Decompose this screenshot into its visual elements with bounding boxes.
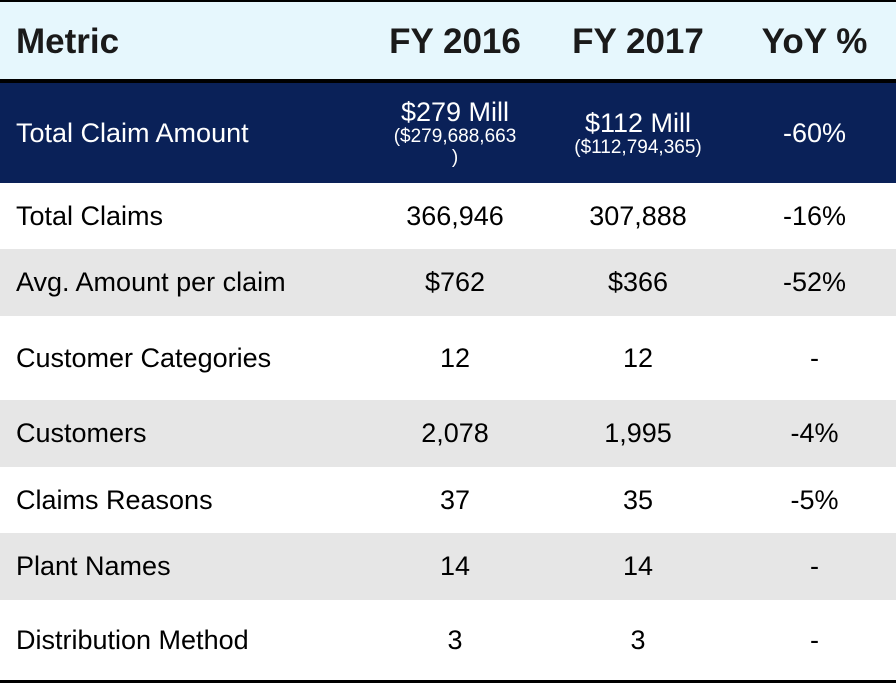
row-yoy: - xyxy=(810,342,819,373)
row-yoy: -52% xyxy=(782,267,847,297)
cell-metric: Total Claim Amount xyxy=(16,83,249,183)
row-fy2017: 3 xyxy=(630,624,646,655)
header-fy2017-cell: FY 2017 xyxy=(548,2,728,82)
cell-metric: Customers xyxy=(16,400,147,467)
row-metric: Distribution Method xyxy=(16,624,249,655)
table-row: Avg. Amount per claim $762 $366 -52% xyxy=(0,249,896,316)
row-fy2016: 2,078 xyxy=(421,418,489,448)
row-fy2016: $762 xyxy=(424,267,486,297)
cell-metric: Avg. Amount per claim xyxy=(16,249,286,316)
cell-fy2017: 14 xyxy=(548,533,728,600)
cell-yoy: - xyxy=(733,533,896,600)
header-fy2016-cell: FY 2016 xyxy=(365,2,545,82)
highlight-fy2017-detail: ($112,794,365) xyxy=(574,136,702,158)
header-metric-cell: Metric xyxy=(16,2,119,82)
table-header-row: Metric FY 2016 FY 2017 YoY % xyxy=(0,0,896,82)
cell-fy2016: 14 xyxy=(365,533,545,600)
highlight-fy2016-main: $279 Mill xyxy=(400,97,510,127)
row-fy2017: 307,888 xyxy=(589,200,687,231)
cell-fy2017: 12 xyxy=(548,316,728,400)
row-fy2017: 12 xyxy=(622,342,654,373)
cell-fy2016: 366,946 xyxy=(365,183,545,249)
table-row: Customer Categories 12 12 - xyxy=(0,316,896,400)
cell-yoy: -60% xyxy=(733,83,896,183)
cell-fy2017: 1,995 xyxy=(548,400,728,467)
row-fy2017: 35 xyxy=(622,484,654,515)
row-fy2017: $366 xyxy=(607,267,669,297)
row-fy2016: 37 xyxy=(439,484,471,515)
table-row: Claims Reasons 37 35 -5% xyxy=(0,467,896,533)
row-yoy: - xyxy=(810,551,819,581)
cell-yoy: -5% xyxy=(733,467,896,533)
cell-metric: Plant Names xyxy=(16,533,171,600)
cell-yoy: - xyxy=(733,600,896,680)
cell-yoy: -52% xyxy=(733,249,896,316)
header-yoy: YoY % xyxy=(761,22,868,61)
cell-metric: Distribution Method xyxy=(16,600,249,680)
row-yoy: -4% xyxy=(790,418,839,448)
row-fy2017: 14 xyxy=(622,551,654,581)
table-row-highlight: Total Claim Amount $279 Mill ($279,688,6… xyxy=(0,83,896,183)
header-fy2016: FY 2016 xyxy=(389,22,521,61)
row-fy2017: 1,995 xyxy=(604,418,672,448)
table-row: Customers 2,078 1,995 -4% xyxy=(0,400,896,467)
row-yoy: - xyxy=(810,624,819,655)
cell-fy2017: 3 xyxy=(548,600,728,680)
row-yoy: -5% xyxy=(790,484,839,515)
row-metric: Total Claims xyxy=(16,200,164,231)
row-metric: Claims Reasons xyxy=(16,484,213,515)
header-yoy-cell: YoY % xyxy=(733,2,896,82)
highlight-metric: Total Claim Amount xyxy=(16,117,249,148)
header-metric: Metric xyxy=(16,22,120,61)
table-row: Total Claims 366,946 307,888 -16% xyxy=(0,183,896,249)
cell-fy2016: 12 xyxy=(365,316,545,400)
header-fy2017: FY 2017 xyxy=(572,22,704,61)
row-metric: Avg. Amount per claim xyxy=(16,267,286,297)
cell-metric: Claims Reasons xyxy=(16,467,213,533)
cell-yoy: -16% xyxy=(733,183,896,249)
row-fy2016: 366,946 xyxy=(406,200,504,231)
cell-fy2016: 3 xyxy=(365,600,545,680)
cell-fy2016: 2,078 xyxy=(365,400,545,467)
cell-fy2017: 35 xyxy=(548,467,728,533)
cell-fy2016: $762 xyxy=(365,249,545,316)
highlight-yoy: -60% xyxy=(782,117,847,148)
row-fy2016: 3 xyxy=(447,624,463,655)
cell-yoy: - xyxy=(733,316,896,400)
row-fy2016: 12 xyxy=(439,342,471,373)
cell-yoy: -4% xyxy=(733,400,896,467)
row-metric: Customers xyxy=(16,418,147,448)
row-yoy: -16% xyxy=(782,200,847,231)
header-divider xyxy=(0,79,896,83)
highlight-fy2016-detail-end: ) xyxy=(451,147,459,168)
cell-fy2016: 37 xyxy=(365,467,545,533)
cell-fy2017: $366 xyxy=(548,249,728,316)
highlight-fy2017-main: $112 Mill xyxy=(584,107,692,138)
table-row: Distribution Method 3 3 - xyxy=(0,600,896,680)
cell-fy2017: 307,888 xyxy=(548,183,728,249)
cell-fy2017: $112 Mill ($112,794,365) xyxy=(548,83,728,183)
row-metric: Plant Names xyxy=(16,551,171,581)
cell-metric: Customer Categories xyxy=(16,316,271,400)
table-row: Plant Names 14 14 - xyxy=(0,533,896,600)
table-bottom-divider xyxy=(0,680,896,683)
cell-fy2016: $279 Mill ($279,688,663 ) xyxy=(365,83,545,183)
cell-metric: Total Claims xyxy=(16,183,163,249)
row-metric: Customer Categories xyxy=(16,342,272,373)
highlight-fy2016-detail: ($279,688,663 xyxy=(393,126,517,147)
row-fy2016: 14 xyxy=(439,551,471,581)
